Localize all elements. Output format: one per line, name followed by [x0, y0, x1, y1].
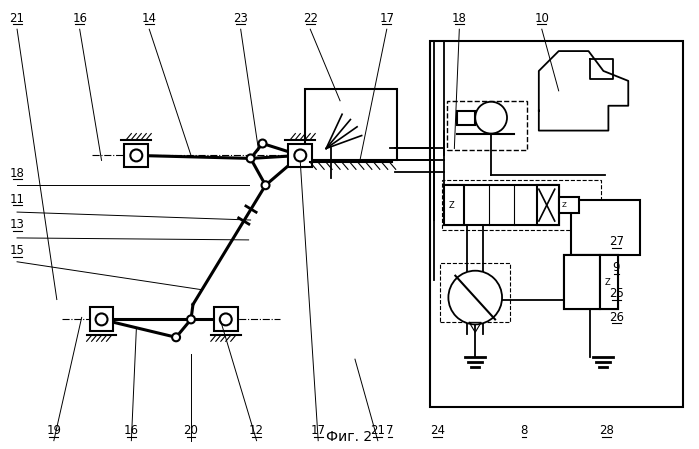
- Text: 22: 22: [303, 12, 318, 25]
- Circle shape: [96, 313, 108, 326]
- Text: 13: 13: [10, 219, 24, 232]
- Text: 23: 23: [233, 12, 248, 25]
- Bar: [563, 255, 600, 309]
- Text: 19: 19: [46, 424, 62, 437]
- Text: 28: 28: [599, 424, 614, 437]
- Text: 20: 20: [184, 424, 199, 437]
- Text: 10: 10: [534, 12, 549, 25]
- Circle shape: [187, 316, 195, 323]
- Text: 26: 26: [609, 311, 624, 324]
- Text: 21: 21: [10, 12, 24, 25]
- Circle shape: [475, 102, 507, 133]
- Bar: [214, 308, 238, 331]
- Bar: [124, 144, 148, 167]
- Bar: [537, 185, 559, 225]
- Text: 24: 24: [430, 424, 445, 437]
- Text: Z: Z: [562, 202, 567, 208]
- Text: 17: 17: [380, 12, 394, 25]
- Bar: [445, 185, 464, 225]
- Bar: [445, 185, 559, 225]
- Bar: [442, 180, 601, 230]
- Circle shape: [259, 140, 266, 147]
- Bar: [305, 89, 397, 160]
- Text: 27: 27: [609, 235, 624, 248]
- Text: 11: 11: [10, 193, 24, 206]
- Text: 18: 18: [452, 12, 467, 25]
- Bar: [440, 263, 510, 322]
- Text: Z: Z: [448, 201, 454, 210]
- Text: 9: 9: [612, 261, 620, 274]
- Circle shape: [219, 313, 232, 326]
- Text: 14: 14: [142, 12, 157, 25]
- Circle shape: [261, 181, 270, 189]
- Text: 16: 16: [72, 12, 87, 25]
- Bar: [600, 255, 619, 309]
- Bar: [457, 111, 475, 125]
- Text: 21: 21: [370, 424, 385, 437]
- Text: 25: 25: [609, 287, 624, 300]
- Bar: [563, 255, 619, 309]
- Circle shape: [294, 150, 306, 161]
- Text: 12: 12: [249, 424, 264, 437]
- Bar: [559, 197, 579, 213]
- Circle shape: [247, 154, 254, 163]
- Text: 8: 8: [520, 424, 528, 437]
- Text: 15: 15: [10, 244, 24, 257]
- Bar: [447, 101, 527, 150]
- Bar: [289, 144, 312, 167]
- Bar: [570, 200, 640, 255]
- Circle shape: [131, 150, 143, 161]
- Bar: [429, 41, 683, 407]
- Circle shape: [448, 271, 502, 324]
- Bar: [89, 308, 113, 331]
- Text: 16: 16: [124, 424, 139, 437]
- Circle shape: [172, 333, 180, 341]
- Text: Z: Z: [605, 277, 610, 286]
- Text: 7: 7: [386, 424, 394, 437]
- Text: 18: 18: [10, 167, 24, 180]
- Text: 17: 17: [310, 424, 326, 437]
- Text: Фиг. 2: Фиг. 2: [326, 430, 372, 444]
